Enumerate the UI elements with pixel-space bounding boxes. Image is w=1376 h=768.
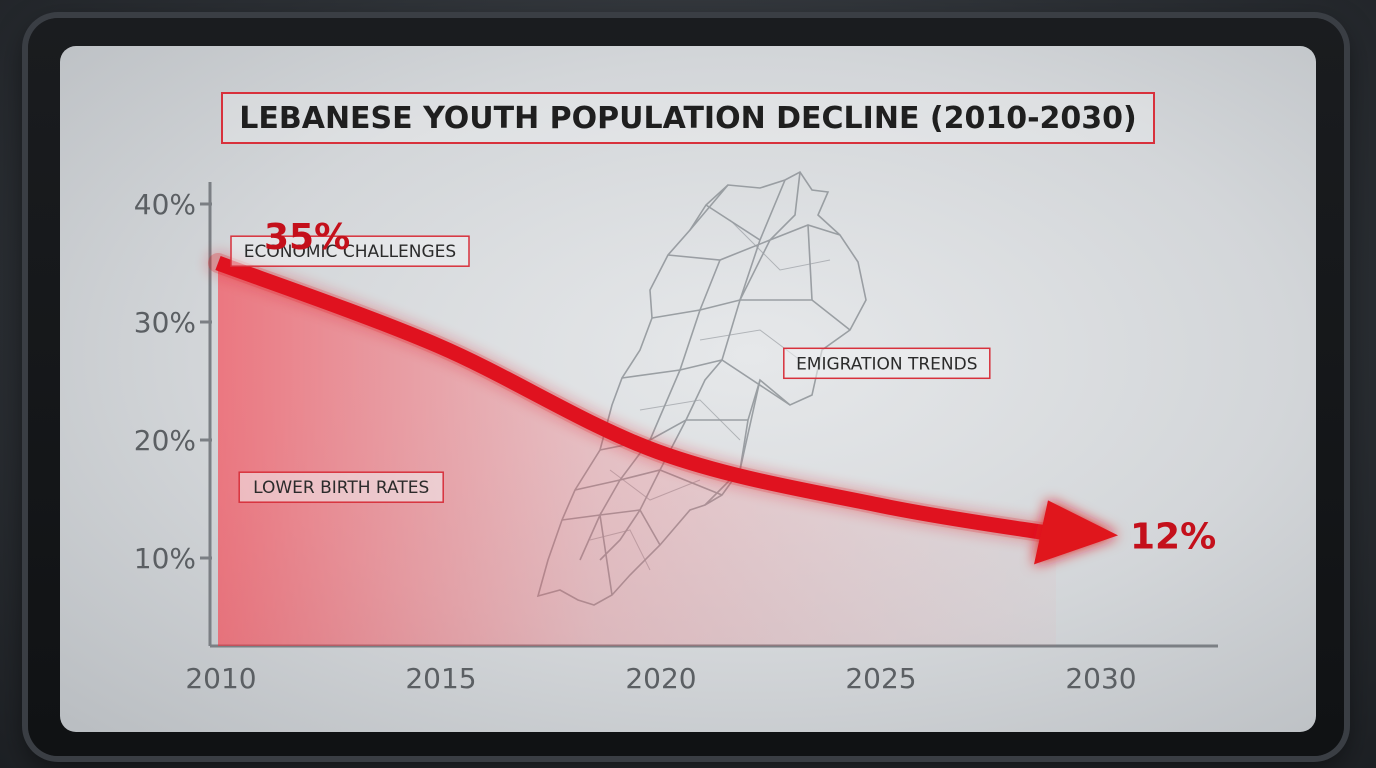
annotation-frame — [230, 235, 470, 267]
annotation-frame — [238, 471, 444, 503]
y-tick-label: 10% — [134, 542, 196, 575]
annotations: ECONOMIC CHALLENGES EMIGRATION TRENDS LOWE… — [230, 235, 991, 503]
x-axis-ticks: 2010 2015 2020 2025 2030 — [185, 662, 1136, 695]
annotation-frame — [783, 347, 991, 380]
x-tick-label: 2010 — [185, 662, 256, 695]
annotation-box: ECONOMIC CHALLENGES — [230, 235, 470, 267]
annotation-text: ECONOMIC CHALLENGES — [244, 242, 456, 262]
x-tick-label: 2020 — [625, 662, 696, 695]
end-value-label: 12% — [1130, 516, 1216, 557]
series-line — [208, 253, 1118, 565]
series-area — [218, 263, 1056, 646]
y-tick-label: 20% — [134, 424, 196, 457]
annotation-text: LOWER BIRTH RATES — [253, 478, 429, 498]
x-tick-label: 2030 — [1065, 662, 1136, 695]
annotation-box: EMIGRATION TRENDS — [783, 347, 991, 380]
series-arrowhead — [1034, 500, 1118, 565]
series-area-fill — [218, 263, 1056, 646]
y-tick-label: 30% — [134, 306, 196, 339]
start-value-label: 35% — [264, 217, 350, 258]
chart-title-text: LEBANESE YOUTH POPULATION DECLINE (2010-… — [239, 101, 1137, 136]
series-line-path — [215, 255, 1058, 542]
x-tick-label: 2015 — [405, 662, 476, 695]
chart-title: LEBANESE YOUTH POPULATION DECLINE (2010-… — [221, 92, 1155, 144]
annotation-text: EMIGRATION TRENDS — [796, 354, 977, 374]
y-axis-ticks: 10% 20% 30% 40% — [134, 188, 212, 575]
x-tick-label: 2025 — [845, 662, 916, 695]
value-labels: 35% 12% — [264, 217, 1216, 557]
annotation-box: LOWER BIRTH RATES — [238, 471, 444, 503]
y-tick-label: 40% — [134, 188, 196, 221]
